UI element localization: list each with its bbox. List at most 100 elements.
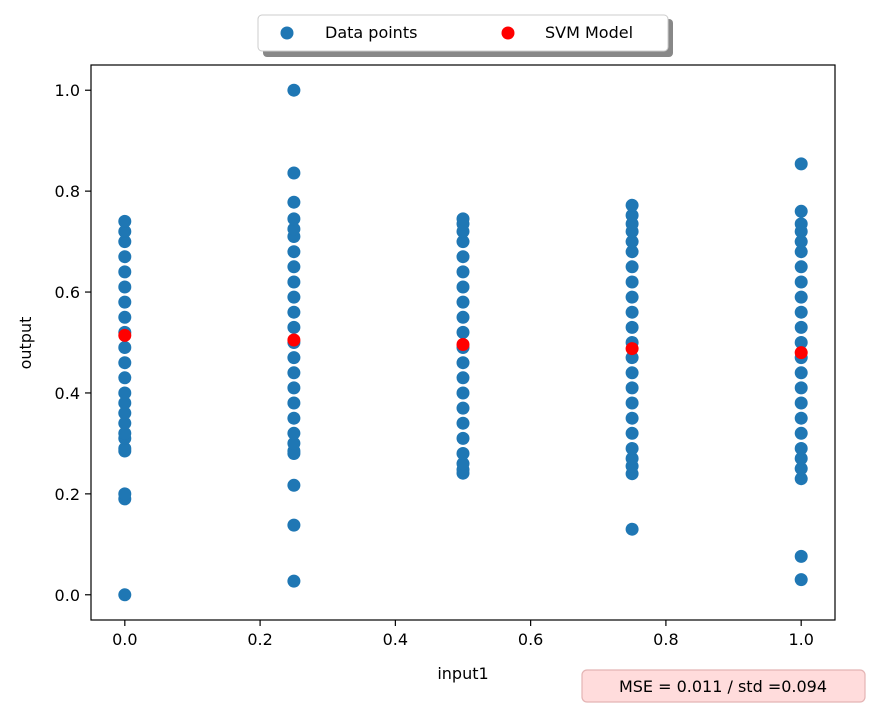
data-point xyxy=(794,442,808,455)
data-point xyxy=(625,396,639,410)
data-point xyxy=(625,235,639,249)
data-point xyxy=(794,573,808,587)
data-point xyxy=(794,320,808,334)
data-point xyxy=(287,518,301,532)
data-point xyxy=(794,275,808,289)
data-point xyxy=(287,366,301,380)
data-point xyxy=(118,265,132,279)
mse-annotation-text: MSE = 0.011 / std =0.094 xyxy=(619,677,827,696)
y-tick-label: 0.6 xyxy=(55,283,80,302)
data-point xyxy=(118,214,132,228)
data-point xyxy=(625,198,639,212)
data-point xyxy=(794,549,808,563)
data-point xyxy=(118,406,132,420)
data-point xyxy=(118,250,132,264)
data-point xyxy=(794,260,808,274)
series-data-points xyxy=(118,83,808,602)
data-point xyxy=(287,260,301,274)
data-point xyxy=(794,204,808,218)
data-point xyxy=(287,245,301,259)
svm-model-point xyxy=(287,333,301,347)
data-point xyxy=(794,305,808,319)
data-point xyxy=(625,442,639,455)
data-point xyxy=(625,320,639,334)
data-point xyxy=(118,416,132,430)
legend-box xyxy=(257,14,669,52)
x-tick-label: 0.0 xyxy=(112,630,137,649)
mse-annotation-box xyxy=(581,669,866,703)
data-point xyxy=(625,290,639,304)
data-point xyxy=(287,222,301,236)
legend: Data points SVM Model xyxy=(257,14,673,57)
x-tick-label: 0.4 xyxy=(383,630,408,649)
data-point xyxy=(456,265,470,279)
legend-marker-data-points xyxy=(280,26,294,40)
data-point xyxy=(287,212,301,226)
data-point xyxy=(625,275,639,289)
data-point xyxy=(287,381,301,395)
data-point xyxy=(287,83,301,97)
y-axis-label: output xyxy=(16,317,35,370)
data-point xyxy=(456,325,470,339)
legend-label-data-points: Data points xyxy=(325,23,417,42)
x-tick-label: 0.8 xyxy=(653,630,678,649)
data-point xyxy=(456,386,470,400)
data-point xyxy=(118,588,132,602)
data-point xyxy=(118,442,132,455)
data-point xyxy=(118,487,132,501)
data-point xyxy=(287,478,301,492)
data-point xyxy=(794,235,808,249)
data-point xyxy=(625,381,639,395)
data-point xyxy=(118,225,132,238)
data-point xyxy=(456,235,470,249)
data-point xyxy=(794,336,808,349)
data-point xyxy=(625,208,639,222)
data-point xyxy=(625,260,639,274)
data-point xyxy=(287,426,301,440)
data-point xyxy=(287,411,301,425)
data-point xyxy=(625,305,639,319)
data-point xyxy=(287,305,301,319)
data-point xyxy=(794,396,808,410)
data-point xyxy=(287,320,301,334)
data-point xyxy=(456,447,470,460)
svm-model-point xyxy=(456,338,470,351)
data-point xyxy=(456,212,470,226)
data-point xyxy=(118,396,132,410)
y-tick-label: 0.0 xyxy=(55,586,80,605)
mse-annotation: MSE = 0.011 / std =0.094 xyxy=(581,669,866,703)
chart-marks xyxy=(118,83,808,602)
svm-model-point xyxy=(118,328,132,342)
data-point xyxy=(287,275,301,289)
data-point xyxy=(794,366,808,380)
data-point xyxy=(287,351,301,365)
data-point xyxy=(118,356,132,370)
data-point xyxy=(456,356,470,370)
data-point xyxy=(794,426,808,440)
plot-frame xyxy=(90,64,836,621)
x-tick-label: 0.2 xyxy=(247,630,272,649)
data-point xyxy=(794,411,808,425)
data-point xyxy=(794,245,808,259)
data-point xyxy=(794,217,808,231)
svm-model-point xyxy=(794,346,808,360)
svm-model-point xyxy=(625,342,639,356)
data-point xyxy=(118,295,132,309)
data-point xyxy=(456,295,470,309)
y-tick-label: 1.0 xyxy=(55,81,80,100)
data-point xyxy=(625,245,639,259)
data-point xyxy=(287,290,301,304)
data-point xyxy=(625,351,639,365)
data-point xyxy=(287,436,301,450)
data-point xyxy=(625,426,639,440)
data-point xyxy=(456,310,470,324)
data-point xyxy=(625,452,639,465)
data-point xyxy=(625,411,639,425)
y-axis: 0.0 0.2 0.4 0.6 0.8 1.0 xyxy=(55,81,91,605)
legend-label-svm-model: SVM Model xyxy=(545,23,633,42)
data-point xyxy=(118,371,132,385)
data-point xyxy=(456,416,470,430)
x-axis: 0.0 0.2 0.4 0.6 0.8 1.0 xyxy=(112,620,814,649)
x-axis-label: input1 xyxy=(437,664,488,683)
